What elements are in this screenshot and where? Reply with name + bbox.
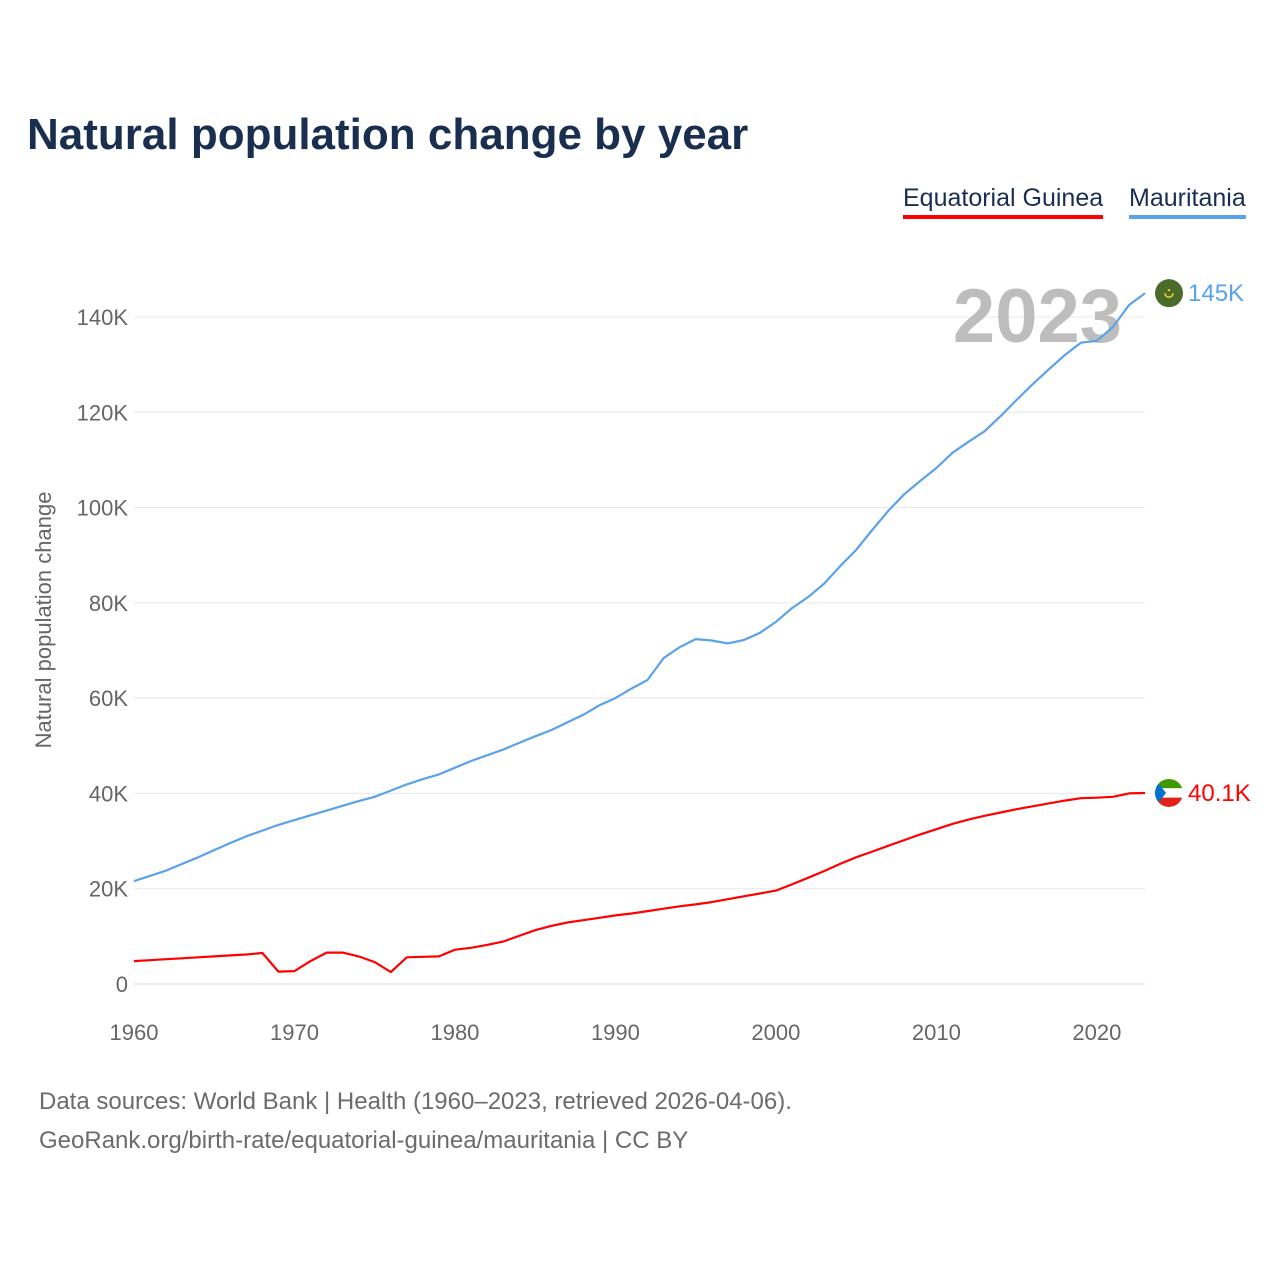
x-tick-label: 2020 (1072, 1020, 1121, 1045)
star-icon (1167, 288, 1171, 292)
y-tick-label: 40K (89, 781, 128, 806)
flag-green (1155, 778, 1183, 789)
end-value-label-equatorial-guinea: 40.1K (1188, 780, 1251, 807)
footer-sources: Data sources: World Bank | Health (1960–… (39, 1088, 792, 1115)
mauritania-flag-icon (1155, 279, 1183, 308)
series-line-mauritania (133, 292, 1146, 883)
flag-stripes (1155, 778, 1183, 807)
flag-red (1155, 797, 1183, 807)
y-tick-label: 20K (89, 877, 128, 902)
y-axis-label: Natural population change (31, 492, 56, 749)
x-tick-label: 1960 (110, 1020, 159, 1045)
y-tick-label: 0 (116, 972, 128, 997)
legend-mauritania[interactable]: Mauritania (1129, 184, 1246, 219)
legend-equatorial-guinea[interactable]: Equatorial Guinea (903, 184, 1104, 219)
series-line-equatorial-guinea (133, 791, 1146, 974)
x-tick-label: 1970 (270, 1020, 319, 1045)
chart-title: Natural population change by year (27, 110, 749, 159)
x-tick-label: 1980 (430, 1020, 479, 1045)
equatorial-guinea-flag-icon (1155, 778, 1183, 807)
x-tick-label: 1990 (591, 1020, 640, 1045)
y-tick-label: 140K (77, 305, 129, 330)
footer-attribution[interactable]: GeoRank.org/birth-rate/equatorial-guinea… (39, 1127, 689, 1154)
x-tick-label: 2000 (751, 1020, 800, 1045)
y-tick-label: 120K (77, 400, 129, 425)
flag-triangle (1155, 778, 1166, 807)
year-watermark: 2023 (953, 274, 1122, 359)
y-tick-label: 60K (89, 686, 128, 711)
y-tick-label: 100K (77, 496, 129, 521)
x-tick-label: 2010 (912, 1020, 961, 1045)
crescent-icon (1164, 293, 1174, 298)
end-value-label-mauritania: 145K (1188, 280, 1244, 307)
y-tick-label: 80K (89, 591, 128, 616)
flag-white (1155, 788, 1183, 798)
flag-background (1155, 279, 1183, 308)
